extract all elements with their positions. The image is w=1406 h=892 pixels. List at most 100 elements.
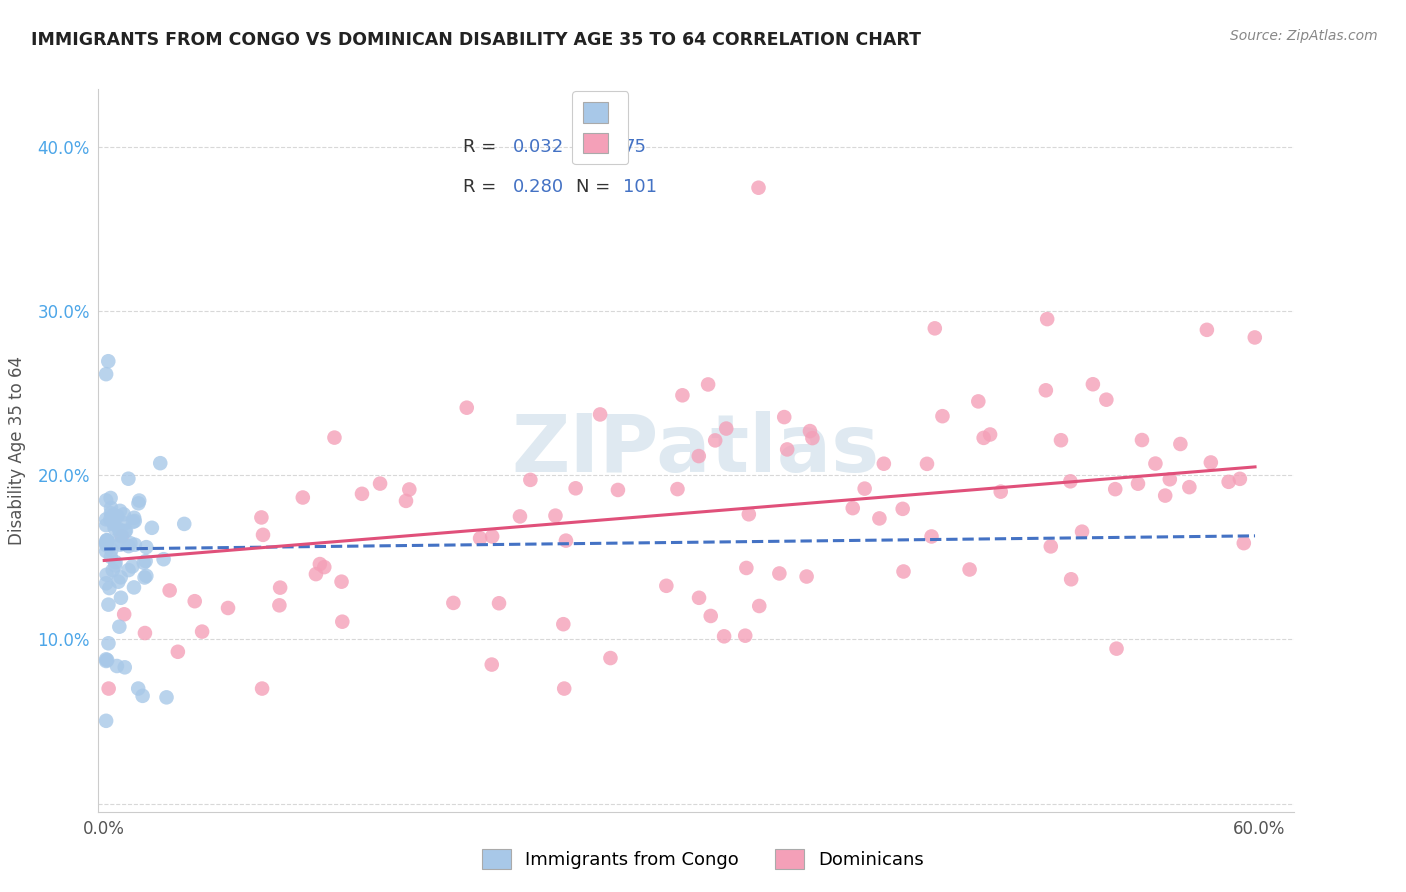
Point — [117, 472, 139, 486]
Point — [97, 636, 120, 650]
Point — [115, 524, 138, 538]
Point — [134, 570, 156, 584]
Point — [688, 449, 710, 463]
Point — [97, 681, 120, 696]
Point — [734, 629, 756, 643]
Point — [1060, 572, 1083, 586]
Point — [166, 645, 188, 659]
Point — [713, 629, 735, 643]
Point — [801, 431, 824, 445]
Text: 101: 101 — [623, 178, 657, 195]
Point — [959, 562, 981, 576]
Point — [124, 538, 146, 552]
Point — [308, 557, 330, 571]
Point — [104, 558, 127, 573]
Point — [1178, 480, 1201, 494]
Point — [1036, 312, 1059, 326]
Point — [1159, 472, 1181, 486]
Point — [94, 538, 117, 552]
Point — [122, 581, 145, 595]
Text: R =: R = — [463, 138, 502, 156]
Point — [868, 511, 890, 525]
Point — [688, 591, 710, 605]
Point — [655, 579, 678, 593]
Point — [155, 690, 177, 705]
Point — [94, 536, 117, 550]
Point — [921, 529, 943, 543]
Point — [699, 609, 721, 624]
Point — [1081, 377, 1104, 392]
Point — [250, 510, 273, 524]
Point — [108, 528, 131, 542]
Point — [114, 524, 136, 539]
Point — [252, 528, 274, 542]
Point — [191, 624, 214, 639]
Point — [96, 533, 118, 548]
Point — [776, 442, 799, 457]
Point — [796, 569, 818, 583]
Point — [589, 408, 612, 422]
Point — [96, 534, 118, 549]
Point — [108, 504, 131, 518]
Point — [915, 457, 938, 471]
Point — [94, 576, 117, 591]
Point — [368, 476, 391, 491]
Point — [117, 539, 139, 553]
Point — [132, 556, 155, 570]
Point — [481, 529, 503, 543]
Point — [967, 394, 990, 409]
Text: Source: ZipAtlas.com: Source: ZipAtlas.com — [1230, 29, 1378, 43]
Point — [107, 574, 129, 589]
Legend: , : , — [572, 91, 628, 164]
Point — [773, 410, 796, 425]
Point — [108, 620, 131, 634]
Point — [1050, 434, 1073, 448]
Point — [748, 599, 770, 613]
Point — [110, 591, 132, 605]
Point — [98, 581, 121, 595]
Point — [1170, 437, 1192, 451]
Point — [799, 424, 821, 438]
Point — [990, 484, 1012, 499]
Point — [1071, 524, 1094, 539]
Text: 0.032: 0.032 — [513, 138, 564, 156]
Point — [606, 483, 628, 497]
Point — [1233, 536, 1256, 550]
Point — [96, 533, 118, 548]
Text: 0.280: 0.280 — [513, 178, 564, 195]
Point — [1243, 330, 1265, 344]
Point — [111, 536, 134, 550]
Point — [330, 574, 353, 589]
Point — [1095, 392, 1118, 407]
Text: N =: N = — [576, 138, 616, 156]
Point — [135, 569, 157, 583]
Point — [1039, 540, 1062, 554]
Point — [1229, 472, 1251, 486]
Point — [159, 583, 181, 598]
Point — [134, 626, 156, 640]
Point — [100, 500, 122, 515]
Point — [105, 659, 128, 673]
Point — [468, 531, 491, 545]
Point — [481, 657, 503, 672]
Point — [1218, 475, 1240, 489]
Point — [564, 481, 586, 495]
Text: R =: R = — [463, 178, 502, 195]
Point — [117, 563, 139, 577]
Point — [122, 515, 145, 529]
Point — [94, 518, 117, 533]
Point — [250, 681, 273, 696]
Point — [101, 563, 124, 577]
Point — [842, 501, 865, 516]
Point — [94, 654, 117, 668]
Point — [103, 508, 125, 522]
Point — [544, 508, 567, 523]
Point — [1130, 433, 1153, 447]
Point — [1195, 323, 1218, 337]
Point — [112, 508, 135, 522]
Point — [112, 607, 135, 622]
Point — [94, 512, 117, 526]
Point — [891, 501, 914, 516]
Point — [1035, 384, 1057, 398]
Point — [94, 534, 117, 549]
